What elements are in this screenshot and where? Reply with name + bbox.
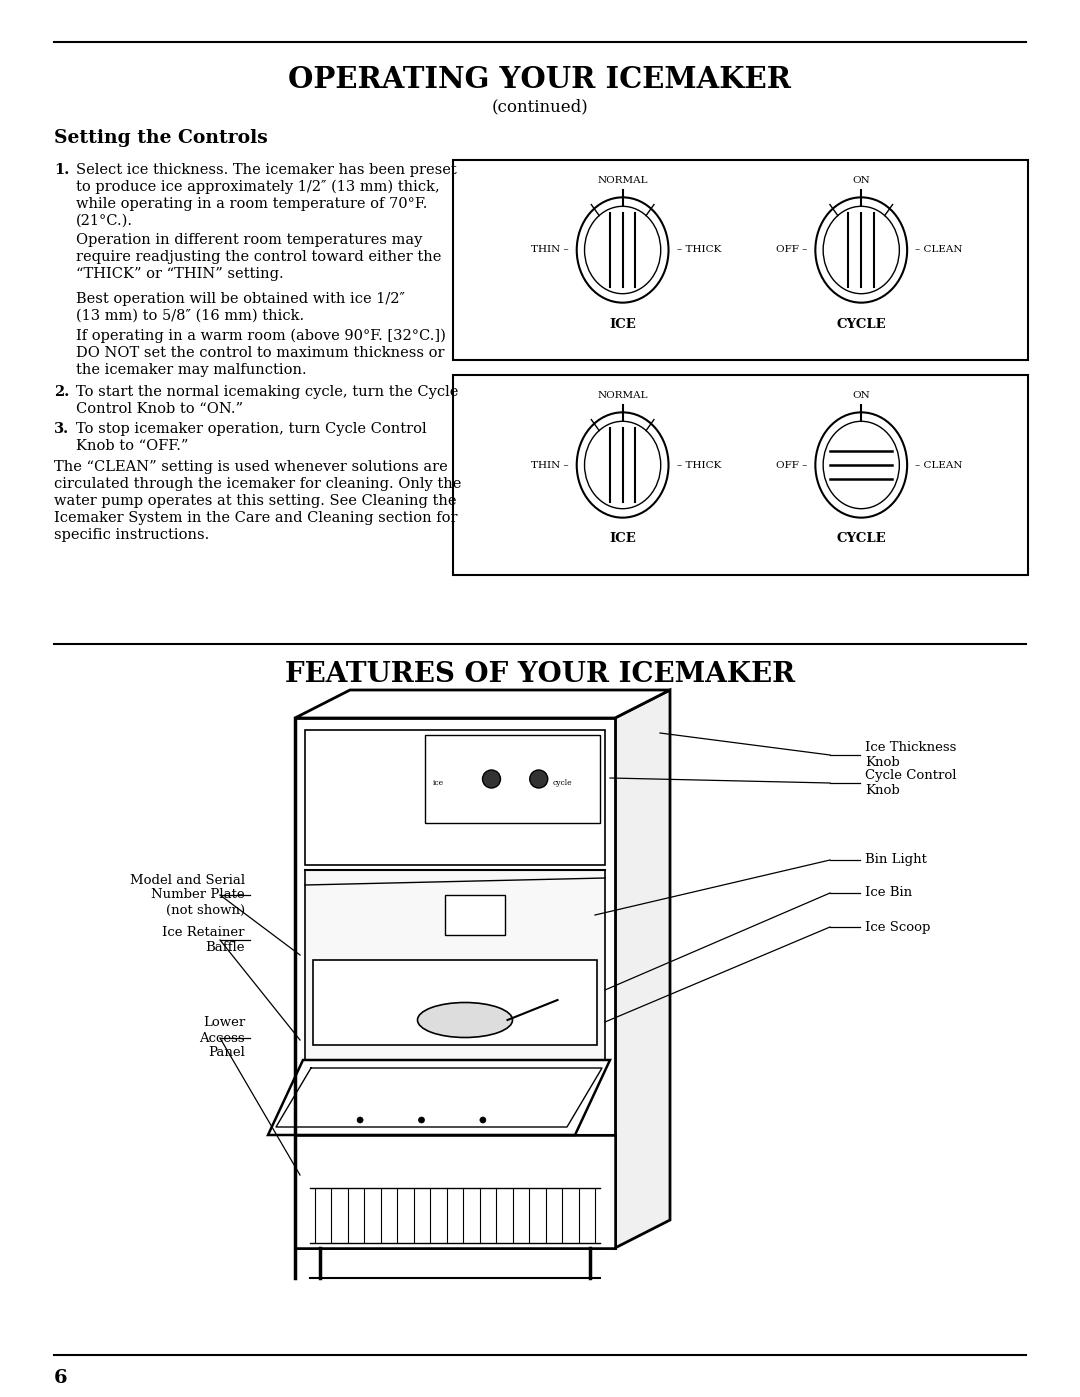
Text: ICE: ICE [609, 317, 636, 331]
Polygon shape [305, 870, 605, 1060]
Text: If operating in a warm room (above 90°F. [32°C.]): If operating in a warm room (above 90°F.… [76, 330, 446, 344]
Text: – THICK: – THICK [676, 461, 721, 469]
Circle shape [483, 770, 500, 788]
Text: 1.: 1. [54, 163, 69, 177]
Ellipse shape [815, 412, 907, 518]
Text: NORMAL: NORMAL [597, 391, 648, 401]
Text: FEATURES OF YOUR ICEMAKER: FEATURES OF YOUR ICEMAKER [285, 662, 795, 689]
Text: water pump operates at this setting. See Cleaning the: water pump operates at this setting. See… [54, 495, 457, 509]
Text: – CLEAN: – CLEAN [915, 246, 962, 254]
Polygon shape [295, 718, 615, 1248]
Text: NORMAL: NORMAL [597, 176, 648, 186]
Text: To stop icemaker operation, turn Cycle Control: To stop icemaker operation, turn Cycle C… [76, 422, 427, 436]
Text: (13 mm) to 5/8″ (16 mm) thick.: (13 mm) to 5/8″ (16 mm) thick. [76, 309, 305, 323]
Text: 3.: 3. [54, 422, 69, 436]
Text: ON: ON [852, 391, 870, 401]
Text: (continued): (continued) [491, 99, 589, 116]
Bar [453, 161, 1028, 360]
Ellipse shape [577, 197, 669, 303]
Text: CYCLE: CYCLE [836, 532, 886, 545]
Ellipse shape [584, 207, 661, 293]
Text: The “CLEAN” setting is used whenever solutions are: The “CLEAN” setting is used whenever sol… [54, 460, 448, 474]
Text: ICE: ICE [609, 532, 636, 545]
Circle shape [530, 770, 548, 788]
Bar [453, 374, 1028, 576]
Text: Ice Scoop: Ice Scoop [865, 921, 930, 933]
Text: Cycle Control
Knob: Cycle Control Knob [865, 768, 957, 798]
Text: the icemaker may malfunction.: the icemaker may malfunction. [76, 363, 307, 377]
Text: Best operation will be obtained with ice 1/2″: Best operation will be obtained with ice… [76, 292, 405, 306]
Text: while operating in a room temperature of 70°F.: while operating in a room temperature of… [76, 197, 428, 211]
Polygon shape [426, 735, 600, 823]
Text: cycle: cycle [553, 780, 572, 787]
Text: specific instructions.: specific instructions. [54, 528, 210, 542]
Text: Model and Serial
Number Plate
(not shown): Model and Serial Number Plate (not shown… [130, 873, 245, 916]
Ellipse shape [584, 422, 661, 509]
Ellipse shape [815, 197, 907, 303]
Text: Icemaker System in the Care and Cleaning section for: Icemaker System in the Care and Cleaning… [54, 511, 458, 525]
Text: – THICK: – THICK [676, 246, 721, 254]
Text: Select ice thickness. The icemaker has been preset: Select ice thickness. The icemaker has b… [76, 163, 457, 177]
Circle shape [357, 1118, 363, 1123]
Text: Ice Thickness
Knob: Ice Thickness Knob [865, 740, 957, 768]
Text: Ice Retainer
Baffle: Ice Retainer Baffle [162, 926, 245, 954]
Text: 2.: 2. [54, 386, 69, 400]
Polygon shape [445, 895, 505, 935]
Text: DO NOT set the control to maximum thickness or: DO NOT set the control to maximum thickn… [76, 346, 445, 360]
Polygon shape [305, 731, 605, 865]
Polygon shape [313, 960, 597, 1045]
Text: Operation in different room temperatures may: Operation in different room temperatures… [76, 233, 422, 247]
Text: OFF –: OFF – [775, 246, 808, 254]
Ellipse shape [823, 207, 900, 293]
Text: Knob to “OFF.”: Knob to “OFF.” [76, 439, 188, 453]
Text: require readjusting the control toward either the: require readjusting the control toward e… [76, 250, 442, 264]
Text: Bin Light: Bin Light [865, 854, 927, 866]
Text: – CLEAN: – CLEAN [915, 461, 962, 469]
Text: THIN –: THIN – [531, 461, 569, 469]
Text: ice: ice [433, 780, 444, 787]
Ellipse shape [577, 412, 669, 518]
Text: OPERATING YOUR ICEMAKER: OPERATING YOUR ICEMAKER [288, 66, 792, 95]
Text: Setting the Controls: Setting the Controls [54, 129, 268, 147]
Text: THIN –: THIN – [531, 246, 569, 254]
Text: “THICK” or “THIN” setting.: “THICK” or “THIN” setting. [76, 267, 284, 281]
Text: to produce ice approximately 1/2″ (13 mm) thick,: to produce ice approximately 1/2″ (13 mm… [76, 180, 440, 194]
Text: 6: 6 [54, 1369, 68, 1387]
Text: circulated through the icemaker for cleaning. Only the: circulated through the icemaker for clea… [54, 476, 461, 490]
Text: OFF –: OFF – [775, 461, 808, 469]
Ellipse shape [418, 1003, 513, 1038]
Text: To start the normal icemaking cycle, turn the Cycle: To start the normal icemaking cycle, tur… [76, 386, 458, 400]
Ellipse shape [823, 422, 900, 509]
Text: Lower
Access
Panel: Lower Access Panel [200, 1017, 245, 1059]
Polygon shape [295, 1134, 615, 1248]
Polygon shape [295, 690, 670, 718]
Text: ON: ON [852, 176, 870, 186]
Circle shape [419, 1118, 424, 1123]
Text: (21°C.).: (21°C.). [76, 214, 133, 228]
Polygon shape [615, 690, 670, 1248]
Text: Ice Bin: Ice Bin [865, 887, 913, 900]
Polygon shape [268, 1060, 610, 1134]
Text: Control Knob to “ON.”: Control Knob to “ON.” [76, 402, 243, 416]
Text: CYCLE: CYCLE [836, 317, 886, 331]
Circle shape [480, 1118, 486, 1123]
